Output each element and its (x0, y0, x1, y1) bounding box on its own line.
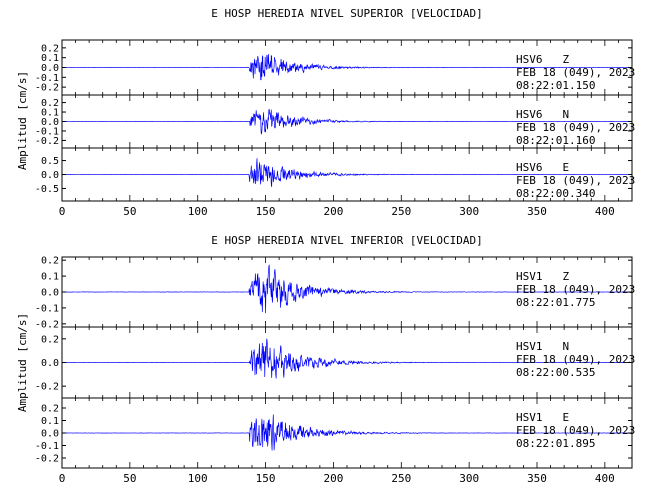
y-tick-label: 0.2 (41, 98, 59, 109)
y-tick-label: 0.0 (41, 358, 59, 369)
y-tick-label: -0.1 (35, 303, 59, 314)
record-time: 08:22:00.535 (516, 366, 595, 379)
y-tick-label: 0.0 (41, 63, 59, 74)
x-tick-label: 350 (527, 472, 547, 485)
record-time: 08:22:01.895 (516, 437, 595, 450)
x-tick-label: 300 (459, 205, 479, 218)
chart-lower-level: E HOSP HEREDIA NIVEL INFERIOR [VELOCIDAD… (16, 234, 635, 485)
record-date: FEB 18 (049), 2023 (516, 121, 635, 134)
record-date: FEB 18 (049), 2023 (516, 353, 635, 366)
x-tick-label: 200 (323, 205, 343, 218)
waveform-trace (61, 158, 633, 187)
y-tick-label: 0.1 (41, 108, 59, 119)
y-tick-label: -0.2 (35, 83, 59, 94)
waveform-trace (61, 264, 633, 314)
station-label: HSV6 Z (516, 53, 570, 66)
station-label: HSV6 E (516, 161, 569, 174)
y-tick-label: 0.1 (41, 272, 59, 283)
record-date: FEB 18 (049), 2023 (516, 174, 635, 187)
component-code: E (563, 161, 570, 174)
x-tick-label: 400 (595, 472, 615, 485)
x-tick-label: 350 (527, 205, 547, 218)
y-tick-label: 0.2 (41, 404, 59, 415)
chart-upper-level: E HOSP HEREDIA NIVEL SUPERIOR [VELOCIDAD… (16, 7, 635, 218)
x-tick-label: 200 (323, 472, 343, 485)
y-tick-label: 0.5 (41, 156, 59, 167)
y-axis-label: Amplitud [cm/s] (16, 313, 29, 412)
waveform-trace (61, 53, 633, 81)
y-tick-label: 0.1 (41, 416, 59, 427)
record-date: FEB 18 (049), 2023 (516, 283, 635, 296)
x-tick-label: 0 (59, 205, 66, 218)
x-tick-label: 300 (459, 472, 479, 485)
station-label: HSV1 E (516, 411, 569, 424)
y-tick-label: -0.2 (35, 136, 59, 147)
y-tick-label: 0.2 (41, 43, 59, 54)
y-tick-label: 0.0 (41, 429, 59, 440)
component-code: Z (563, 270, 570, 283)
component-code: E (563, 411, 570, 424)
y-tick-label: -0.2 (35, 382, 59, 393)
waveform-trace (61, 338, 633, 379)
y-tick-label: 0.1 (41, 53, 59, 64)
x-tick-label: 250 (391, 472, 411, 485)
record-time: 08:22:01.775 (516, 296, 595, 309)
station-code: HSV1 (516, 340, 543, 353)
x-tick-label: 100 (188, 472, 208, 485)
record-date: FEB 18 (049), 2023 (516, 424, 635, 437)
waveform-trace (61, 109, 633, 135)
y-tick-label: -0.1 (35, 126, 59, 137)
y-tick-label: -0.2 (35, 454, 59, 465)
station-code: HSV6 (516, 161, 543, 174)
station-label: HSV1 N (516, 340, 569, 353)
station-code: HSV6 (516, 53, 543, 66)
y-axis-label: Amplitud [cm/s] (16, 71, 29, 170)
panel-frame (61, 397, 633, 469)
waveform-trace (61, 414, 633, 451)
record-time: 08:22:01.160 (516, 134, 595, 147)
x-tick-label: 150 (256, 472, 276, 485)
y-tick-label: 0.2 (41, 256, 59, 267)
y-tick-label: -0.1 (35, 73, 59, 84)
record-time: 08:22:00.340 (516, 187, 595, 200)
y-tick-label: 0.0 (41, 288, 59, 299)
station-code: HSV1 (516, 270, 543, 283)
y-tick-label: 0.0 (41, 170, 59, 181)
chart-title: E HOSP HEREDIA NIVEL INFERIOR [VELOCIDAD… (211, 234, 483, 247)
station-label: HSV1 Z (516, 270, 570, 283)
y-tick-label: -0.2 (35, 319, 59, 330)
y-tick-label: -0.1 (35, 441, 59, 452)
station-label: HSV6 N (516, 108, 569, 121)
component-code: N (563, 108, 570, 121)
panel-frame (61, 147, 633, 202)
record-time: 08:22:01.150 (516, 79, 595, 92)
y-tick-label: -0.5 (35, 184, 59, 195)
component-code: Z (563, 53, 570, 66)
station-code: HSV1 (516, 411, 543, 424)
y-tick-label: 0.2 (41, 334, 59, 345)
x-tick-label: 150 (256, 205, 276, 218)
component-code: N (563, 340, 570, 353)
x-tick-label: 100 (188, 205, 208, 218)
record-date: FEB 18 (049), 2023 (516, 66, 635, 79)
x-tick-label: 400 (595, 205, 615, 218)
x-tick-label: 50 (123, 205, 136, 218)
y-tick-label: 0.0 (41, 117, 59, 128)
x-tick-label: 0 (59, 472, 66, 485)
station-code: HSV6 (516, 108, 543, 121)
chart-title: E HOSP HEREDIA NIVEL SUPERIOR [VELOCIDAD… (211, 7, 483, 20)
x-tick-label: 50 (123, 472, 136, 485)
x-tick-label: 250 (391, 205, 411, 218)
